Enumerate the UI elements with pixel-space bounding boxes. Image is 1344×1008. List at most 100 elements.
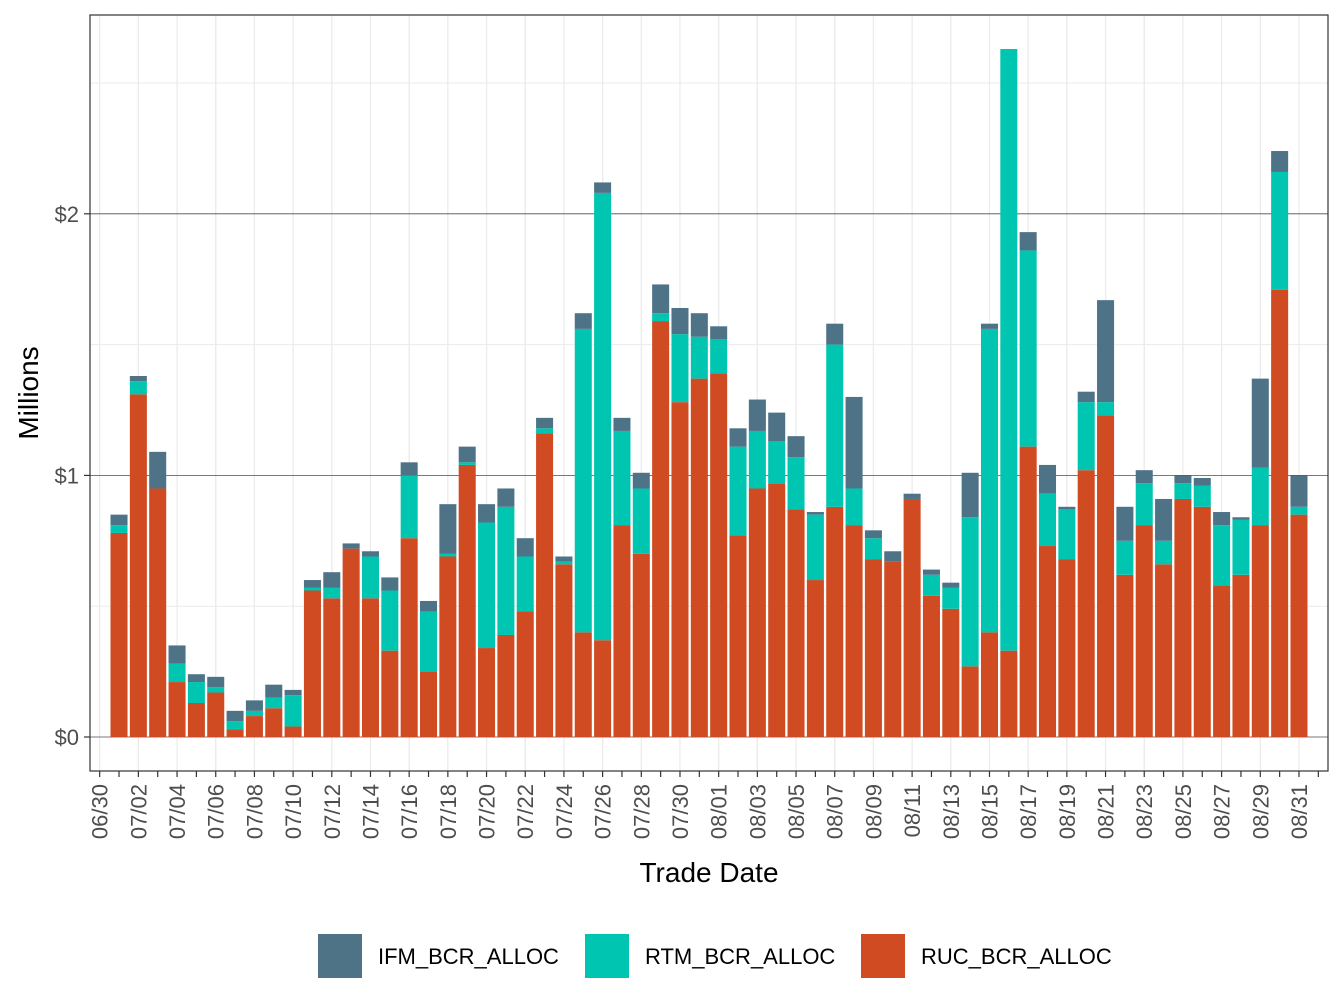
bar-ruc-bcr-alloc: [168, 682, 186, 737]
bar-rtm-bcr-alloc: [594, 192, 612, 641]
bar-ruc-bcr-alloc: [110, 532, 128, 737]
bar-ifm-bcr-alloc: [594, 182, 612, 193]
bar-ifm-bcr-alloc: [864, 530, 882, 539]
bar-ifm-bcr-alloc: [1058, 506, 1076, 510]
x-tick-label: 07/02: [126, 784, 151, 839]
bar-ruc-bcr-alloc: [690, 378, 708, 737]
bar-rtm-bcr-alloc: [1019, 250, 1037, 447]
bar-ruc-bcr-alloc: [381, 650, 399, 737]
bar-rtm-bcr-alloc: [1058, 509, 1076, 560]
bar-ifm-bcr-alloc: [652, 284, 670, 314]
bar-rtm-bcr-alloc: [497, 506, 515, 635]
bar-ruc-bcr-alloc: [864, 559, 882, 737]
bar-rtm-bcr-alloc: [1251, 467, 1269, 526]
bar-ifm-bcr-alloc: [1271, 151, 1289, 172]
bar-ruc-bcr-alloc: [1097, 415, 1115, 737]
bar-ruc-bcr-alloc: [400, 538, 418, 737]
bar-rtm-bcr-alloc: [632, 488, 650, 554]
bar-ifm-bcr-alloc: [884, 551, 902, 562]
bar-ifm-bcr-alloc: [265, 684, 283, 698]
bar-ifm-bcr-alloc: [478, 504, 496, 523]
bar-rtm-bcr-alloc: [226, 721, 244, 730]
legend-key-ifm-bcr-alloc: [318, 934, 362, 978]
bar-ifm-bcr-alloc: [826, 323, 844, 345]
bar-ifm-bcr-alloc: [613, 417, 631, 431]
bar-rtm-bcr-alloc: [284, 695, 302, 727]
bar-rtm-bcr-alloc: [1193, 485, 1211, 507]
y-tick-label: $2: [55, 202, 79, 227]
bar-ruc-bcr-alloc: [942, 608, 960, 737]
bar-rtm-bcr-alloc: [129, 381, 147, 395]
bar-rtm-bcr-alloc: [729, 446, 747, 536]
x-tick-label: 07/28: [629, 784, 654, 839]
bar-rtm-bcr-alloc: [1097, 402, 1115, 416]
bar-ifm-bcr-alloc: [497, 488, 515, 507]
x-tick-label: 07/08: [242, 784, 267, 839]
bar-rtm-bcr-alloc: [1271, 171, 1289, 290]
x-tick-label: 07/14: [358, 784, 383, 839]
bar-ruc-bcr-alloc: [1232, 574, 1250, 737]
bar-rtm-bcr-alloc: [361, 556, 379, 599]
bar-ruc-bcr-alloc: [536, 433, 554, 737]
x-tick-label: 08/25: [1171, 784, 1196, 839]
bar-rtm-bcr-alloc: [787, 457, 805, 510]
bar-rtm-bcr-alloc: [1155, 540, 1173, 565]
bar-ifm-bcr-alloc: [729, 428, 747, 447]
bar-ifm-bcr-alloc: [439, 504, 457, 554]
bar-rtm-bcr-alloc: [420, 611, 438, 672]
legend-label: IFM_BCR_ALLOC: [378, 944, 559, 969]
x-tick-label: 08/13: [939, 784, 964, 839]
x-tick-label: 07/16: [397, 784, 422, 839]
bar-ruc-bcr-alloc: [787, 509, 805, 737]
bar-ifm-bcr-alloc: [1174, 475, 1192, 484]
bar-ifm-bcr-alloc: [536, 417, 554, 429]
bar-rtm-bcr-alloc: [1000, 49, 1018, 651]
bar-ifm-bcr-alloc: [1077, 391, 1095, 403]
bar-ruc-bcr-alloc: [652, 321, 670, 737]
bar-ruc-bcr-alloc: [284, 726, 302, 737]
bar-rtm-bcr-alloc: [1174, 483, 1192, 499]
bar-ruc-bcr-alloc: [497, 634, 515, 737]
y-axis-title: Millions: [13, 346, 44, 439]
bar-ruc-bcr-alloc: [265, 708, 283, 737]
bar-ruc-bcr-alloc: [1039, 546, 1057, 737]
bar-ifm-bcr-alloc: [1019, 232, 1037, 251]
bar-rtm-bcr-alloc: [1213, 525, 1231, 586]
bar-ifm-bcr-alloc: [303, 580, 321, 588]
bar-ruc-bcr-alloc: [980, 632, 998, 737]
bar-ruc-bcr-alloc: [922, 595, 940, 737]
x-tick-label: 08/07: [823, 784, 848, 839]
bar-rtm-bcr-alloc: [845, 488, 863, 526]
bar-ruc-bcr-alloc: [806, 580, 824, 737]
bar-rtm-bcr-alloc: [1116, 540, 1134, 575]
bar-ifm-bcr-alloc: [400, 462, 418, 476]
bar-ifm-bcr-alloc: [922, 569, 940, 575]
bar-ifm-bcr-alloc: [671, 307, 689, 335]
x-tick-label: 08/01: [707, 784, 732, 839]
bar-ruc-bcr-alloc: [478, 648, 496, 737]
bar-ifm-bcr-alloc: [226, 710, 244, 722]
x-tick-label: 08/23: [1132, 784, 1157, 839]
x-tick-label: 08/05: [784, 784, 809, 839]
bar-rtm-bcr-alloc: [864, 538, 882, 560]
x-tick-label: 07/30: [668, 784, 693, 839]
x-tick-label: 08/19: [1055, 784, 1080, 839]
plot-border: [89, 14, 1329, 772]
bar-rtm-bcr-alloc: [1290, 506, 1308, 515]
bar-ifm-bcr-alloc: [768, 412, 786, 442]
bar-rtm-bcr-alloc: [768, 441, 786, 484]
bar-rtm-bcr-alloc: [207, 687, 225, 693]
bar-rtm-bcr-alloc: [671, 334, 689, 403]
bar-ruc-bcr-alloc: [845, 525, 863, 737]
x-tick-label: 08/11: [900, 784, 925, 837]
bar-ifm-bcr-alloc: [110, 514, 128, 526]
bar-ruc-bcr-alloc: [458, 464, 476, 737]
bar-ruc-bcr-alloc: [826, 506, 844, 737]
bar-rtm-bcr-alloc: [1077, 402, 1095, 471]
bar-ifm-bcr-alloc: [1039, 464, 1057, 494]
legend: IFM_BCR_ALLOC RTM_BCR_ALLOC RUC_BCR_ALLOC: [318, 934, 1112, 978]
bar-ifm-bcr-alloc: [555, 556, 573, 562]
bar-ruc-bcr-alloc: [574, 632, 592, 737]
x-tick-label: 07/06: [204, 784, 229, 839]
bar-ruc-bcr-alloc: [1116, 574, 1134, 737]
